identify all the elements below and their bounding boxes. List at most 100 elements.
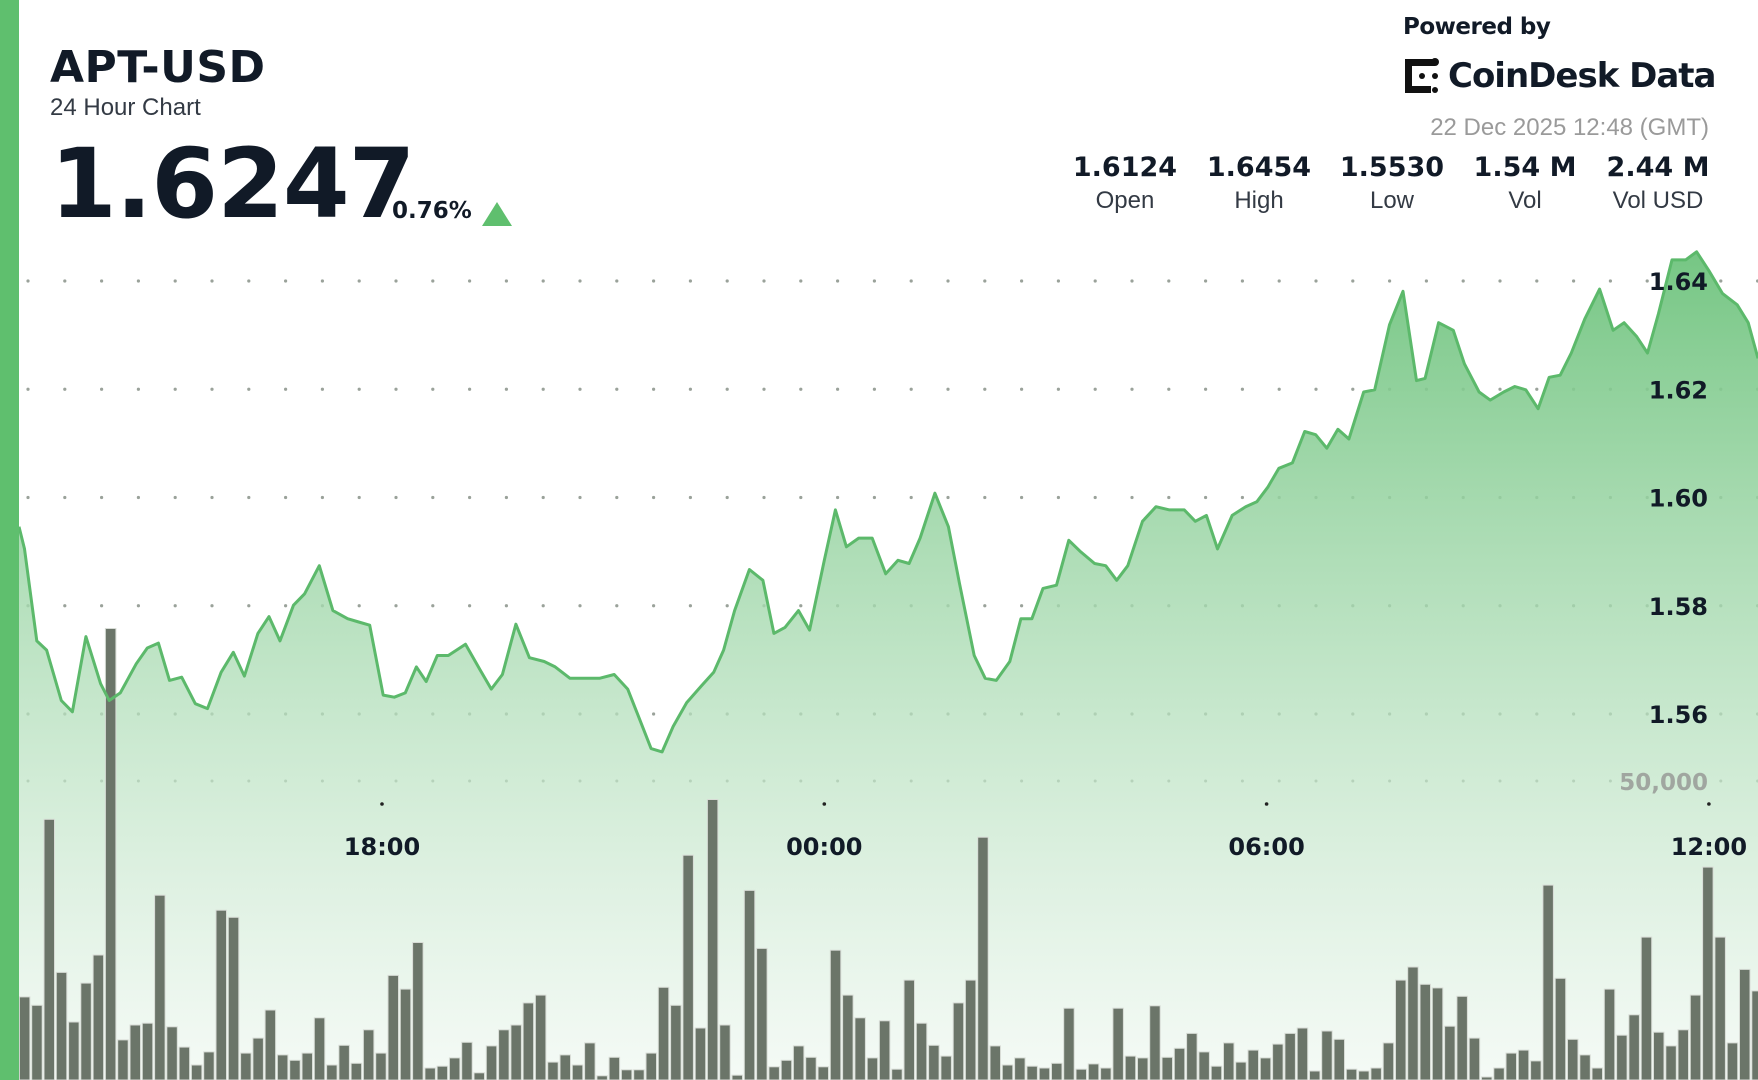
grid-dot — [394, 604, 398, 608]
y-tick-label: 1.60 — [1649, 485, 1708, 513]
grid-dot — [1130, 387, 1134, 391]
volume-bar — [498, 1029, 510, 1080]
coindesk-mark-icon — [1405, 58, 1439, 93]
grid-dot — [762, 387, 766, 391]
volume-bar — [1333, 1038, 1345, 1080]
grid-dot — [247, 604, 251, 608]
volume-bar — [1345, 1068, 1358, 1080]
volume-bar — [215, 909, 227, 1080]
grid-dot — [1351, 387, 1355, 391]
volume-bar — [682, 854, 694, 1080]
volume-bar — [1628, 1014, 1640, 1080]
volume-bar — [264, 1009, 277, 1080]
volume-bar — [80, 982, 92, 1080]
volume-bar — [743, 889, 756, 1080]
grid-dot — [210, 495, 214, 500]
grid-dot — [1351, 279, 1355, 283]
volume-bar — [731, 1074, 743, 1080]
volume-bar — [129, 1024, 141, 1080]
volume-bar — [1505, 1052, 1517, 1080]
grid-dot — [872, 387, 877, 391]
grid-dot — [1314, 279, 1318, 283]
volume-bar — [792, 1045, 805, 1080]
grid-dot — [872, 495, 877, 500]
grid-dot — [136, 387, 140, 391]
grid-dot — [1167, 279, 1171, 283]
grid-dot — [652, 387, 656, 391]
grid-dot — [100, 604, 104, 608]
volume-bar — [1665, 1045, 1677, 1080]
grid-dot — [1240, 279, 1244, 283]
grid-dot — [799, 387, 803, 391]
grid-dot — [1020, 495, 1024, 500]
volume-bar — [1087, 1063, 1100, 1080]
grid-dot — [100, 387, 104, 391]
grid-dot — [725, 495, 729, 500]
grid-dot — [357, 604, 361, 608]
grid-dot — [578, 387, 582, 391]
volume-bar — [977, 836, 989, 1080]
grid-dot — [762, 495, 766, 500]
timestamp: 22 Dec 2025 12:48 (GMT) — [1430, 114, 1709, 141]
grid-dot — [320, 495, 324, 500]
volume-bar — [805, 1056, 817, 1080]
volume-bar — [92, 954, 105, 1080]
volume-bar — [1247, 1049, 1259, 1080]
grid-dot — [836, 279, 840, 283]
grid-dot — [725, 604, 729, 608]
volume-bar — [1677, 1029, 1689, 1080]
grid-dot — [357, 495, 361, 500]
volume-bar — [436, 1065, 449, 1080]
grid-dot — [909, 495, 913, 500]
volume-bar — [1075, 1068, 1087, 1080]
volume-bar — [1579, 1054, 1591, 1080]
grid-dot — [100, 495, 104, 500]
grid-dot — [688, 495, 693, 500]
volume-bar — [854, 1017, 866, 1080]
grid-dot — [247, 387, 251, 391]
volume-bar — [1173, 1047, 1186, 1080]
volume-bar — [1223, 1042, 1235, 1080]
volume-bars — [18, 628, 1758, 1080]
volume-bar — [313, 1017, 326, 1080]
grid-dot — [799, 495, 803, 500]
stat-vol-usd: 2.44 M Vol USD — [1588, 152, 1728, 215]
grid-dot — [173, 495, 177, 500]
volume-bar — [1272, 1043, 1284, 1080]
grid-dot — [541, 495, 545, 500]
stat-open: 1.6124 Open — [1055, 152, 1195, 215]
grid-dot — [615, 604, 619, 608]
grid-dot — [1204, 387, 1208, 391]
volume-bar — [1001, 1064, 1014, 1080]
volume-bar — [1124, 1055, 1137, 1080]
grid-dot — [504, 495, 508, 500]
volume-bar — [989, 1045, 1001, 1080]
grid-dot — [1498, 387, 1502, 391]
grid-dot — [468, 495, 472, 500]
volume-axis-label: 50,000 — [1619, 770, 1708, 796]
grid-dot — [688, 604, 693, 608]
volume-bar — [141, 1022, 154, 1080]
grid-dot — [136, 495, 140, 500]
grid-dot — [1535, 279, 1539, 283]
grid-dot — [688, 279, 693, 283]
stat-vol: 1.54 M Vol — [1455, 152, 1595, 215]
volume-bar — [387, 974, 399, 1080]
volume-bar — [522, 1002, 535, 1080]
volume-bar — [338, 1044, 350, 1080]
grid-dot — [431, 604, 435, 608]
volume-bar — [891, 1068, 903, 1080]
stat-value: 1.6124 — [1072, 152, 1178, 183]
volume-bar — [1456, 995, 1468, 1080]
volume-bar — [1210, 1065, 1223, 1080]
y-axis-labels: 1.64 1.62 1.60 1.58 1.56 — [1649, 268, 1708, 729]
grid-dot — [615, 387, 619, 391]
grid-dot — [26, 279, 30, 283]
volume-bar — [1751, 990, 1758, 1080]
volume-bar — [1407, 966, 1419, 1080]
volume-bar — [1567, 1038, 1579, 1080]
grid-dot — [541, 279, 545, 283]
volume-bar — [362, 1029, 375, 1080]
grid-dot — [652, 279, 656, 283]
y-tick-label: 1.64 — [1649, 268, 1708, 296]
